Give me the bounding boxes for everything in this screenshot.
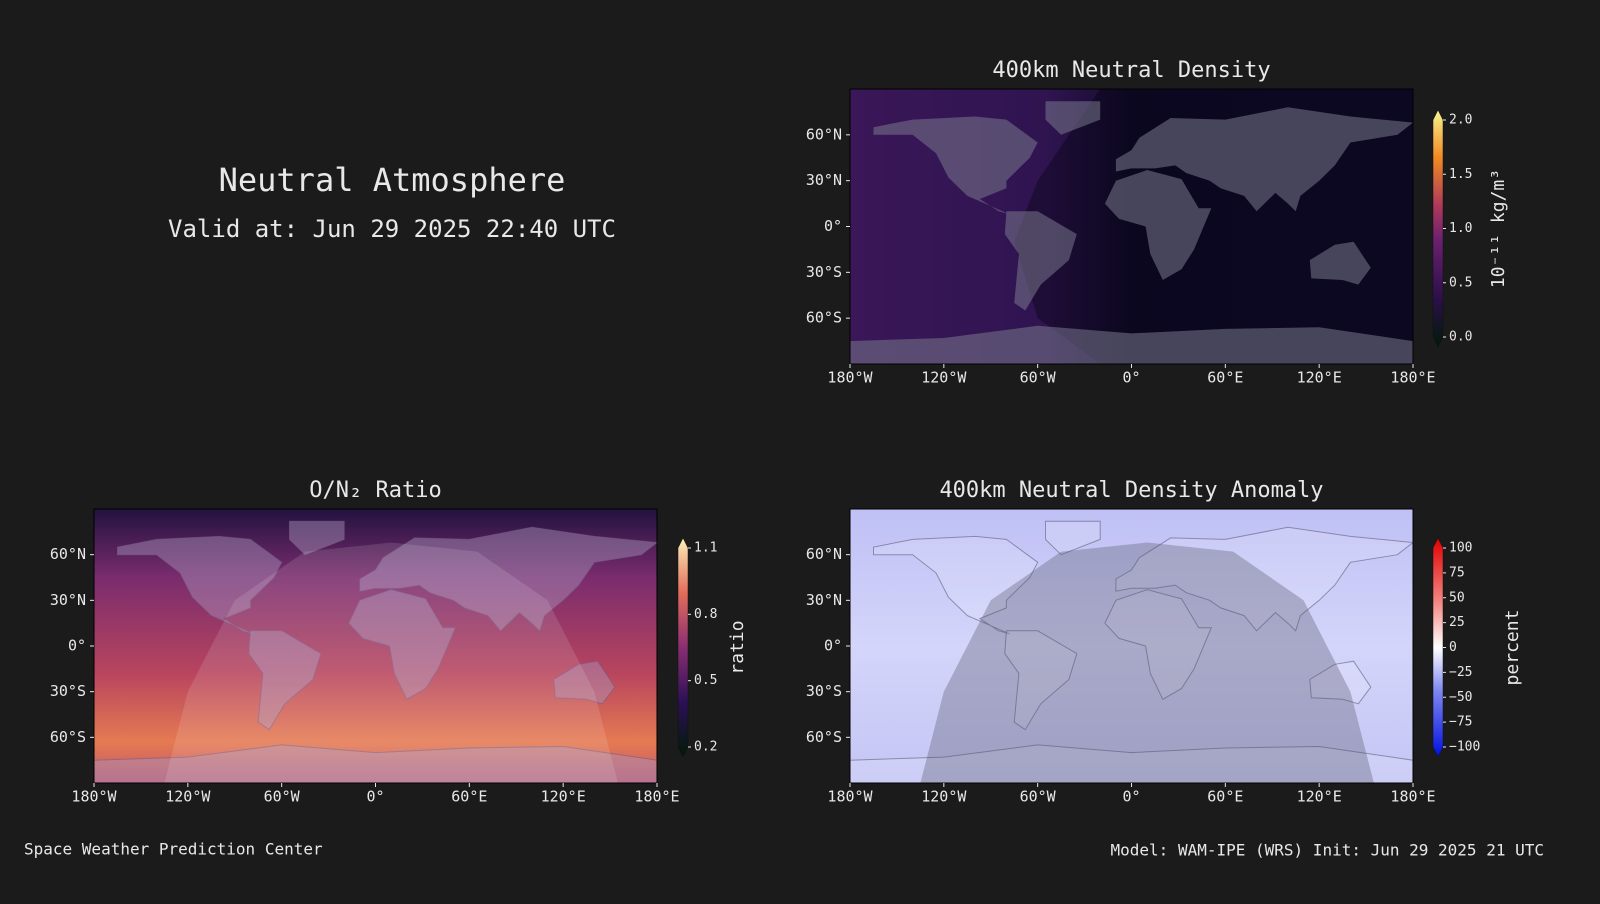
colorbar-tick-label: 0.2 bbox=[694, 740, 717, 755]
lon-tick-label: 0° bbox=[1122, 788, 1140, 806]
lon-tick-label: 60°E bbox=[1207, 788, 1243, 806]
lat-tick-label: 30°S bbox=[806, 682, 842, 700]
land bbox=[348, 589, 457, 701]
land bbox=[850, 325, 1413, 364]
panel-title: 400km Neutral Density Anomaly bbox=[939, 478, 1323, 503]
land bbox=[1104, 589, 1213, 701]
land bbox=[1045, 520, 1101, 556]
figure-subtitle: Valid at: Jun 29 2025 22:40 UTC bbox=[168, 215, 616, 243]
lat-tick-label: 30°S bbox=[806, 263, 842, 281]
lon-tick-label: 60°E bbox=[451, 788, 487, 806]
lat-tick-label: 30°N bbox=[806, 591, 842, 609]
lat-tick-label: 60°N bbox=[50, 545, 86, 563]
lon-tick-label: 120°E bbox=[541, 788, 586, 806]
colorbar-tick-label: 0 bbox=[1449, 640, 1457, 655]
land bbox=[289, 520, 345, 556]
colorbar-tick-label: 0.0 bbox=[1449, 330, 1472, 345]
colorbar-tick-label: 2.0 bbox=[1449, 113, 1472, 128]
land bbox=[1309, 660, 1372, 705]
panel-title: O/N₂ Ratio bbox=[309, 478, 441, 503]
lon-tick-label: 60°E bbox=[1207, 369, 1243, 387]
land bbox=[873, 535, 1039, 635]
land bbox=[1115, 526, 1415, 632]
lon-tick-label: 60°W bbox=[1020, 369, 1057, 387]
colorbar-label: 10⁻¹¹ kg/m³ bbox=[1488, 169, 1509, 288]
lon-tick-label: 180°W bbox=[71, 788, 117, 806]
colorbar-tick-label: 50 bbox=[1449, 590, 1465, 605]
lon-tick-label: 180°W bbox=[827, 369, 873, 387]
lat-tick-label: 60°S bbox=[50, 728, 86, 746]
lat-tick-label: 60°N bbox=[806, 545, 842, 563]
colorbar-tick-label: −75 bbox=[1449, 715, 1472, 730]
colorbar bbox=[1432, 537, 1444, 758]
lat-tick-label: 30°N bbox=[50, 591, 86, 609]
lon-tick-label: 120°W bbox=[921, 369, 967, 387]
map-background bbox=[850, 509, 1413, 783]
footer-right: Model: WAM-IPE (WRS) Init: Jun 29 2025 2… bbox=[1111, 841, 1544, 860]
land bbox=[117, 535, 283, 635]
colorbar-label: percent bbox=[1502, 610, 1523, 686]
land bbox=[873, 116, 1038, 215]
colorbar-tick-label: −50 bbox=[1449, 690, 1472, 705]
colorbar bbox=[1432, 109, 1444, 348]
figure-title: Neutral Atmosphere bbox=[219, 161, 566, 199]
colorbar-tick-label: 0.8 bbox=[694, 607, 717, 622]
lon-tick-label: 60°W bbox=[264, 788, 301, 806]
lon-tick-label: 180°E bbox=[1390, 788, 1435, 806]
colorbar bbox=[677, 537, 689, 758]
terminator-shade bbox=[920, 542, 1374, 783]
land bbox=[1045, 101, 1101, 135]
lon-tick-label: 120°E bbox=[1297, 369, 1342, 387]
lon-tick-label: 60°W bbox=[1020, 788, 1057, 806]
land bbox=[359, 526, 659, 632]
colorbar-tick-label: 75 bbox=[1449, 565, 1465, 580]
lon-tick-label: 120°W bbox=[921, 788, 967, 806]
land bbox=[553, 660, 616, 705]
lon-tick-label: 180°W bbox=[827, 788, 873, 806]
lat-tick-label: 0° bbox=[824, 637, 842, 655]
land bbox=[1004, 211, 1077, 311]
lat-tick-label: 0° bbox=[824, 217, 842, 235]
lat-tick-label: 60°N bbox=[806, 125, 842, 143]
colorbar-tick-label: −100 bbox=[1449, 740, 1480, 755]
panel-title: 400km Neutral Density bbox=[992, 58, 1270, 83]
colorbar-tick-label: 100 bbox=[1449, 541, 1472, 556]
lon-tick-label: 0° bbox=[1122, 369, 1140, 387]
lon-tick-label: 120°W bbox=[165, 788, 211, 806]
land bbox=[248, 630, 322, 731]
lon-tick-label: 0° bbox=[366, 788, 384, 806]
colorbar-tick-label: 0.5 bbox=[694, 673, 717, 688]
lat-tick-label: 30°N bbox=[806, 171, 842, 189]
terminator-shade bbox=[164, 542, 618, 783]
land bbox=[1104, 170, 1212, 280]
lat-tick-label: 60°S bbox=[806, 728, 842, 746]
colorbar-label: ratio bbox=[727, 620, 748, 674]
colorbar-tick-label: 1.1 bbox=[694, 541, 717, 556]
land bbox=[1004, 630, 1078, 731]
lat-tick-label: 30°S bbox=[50, 682, 86, 700]
land bbox=[1115, 107, 1413, 212]
colorbar-tick-label: 0.5 bbox=[1449, 275, 1472, 290]
lat-tick-label: 0° bbox=[68, 637, 86, 655]
lon-tick-label: 180°E bbox=[634, 788, 679, 806]
colorbar-tick-label: 1.0 bbox=[1449, 221, 1472, 236]
lon-tick-label: 120°E bbox=[1297, 788, 1342, 806]
colorbar-tick-label: 1.5 bbox=[1449, 167, 1472, 182]
colorbar-tick-label: 25 bbox=[1449, 615, 1465, 630]
footer-left: Space Weather Prediction Center bbox=[24, 840, 323, 859]
colorbar-tick-label: −25 bbox=[1449, 665, 1472, 680]
lon-tick-label: 180°E bbox=[1390, 369, 1435, 387]
land bbox=[1309, 241, 1371, 285]
map-background bbox=[94, 509, 657, 783]
lat-tick-label: 60°S bbox=[806, 309, 842, 327]
